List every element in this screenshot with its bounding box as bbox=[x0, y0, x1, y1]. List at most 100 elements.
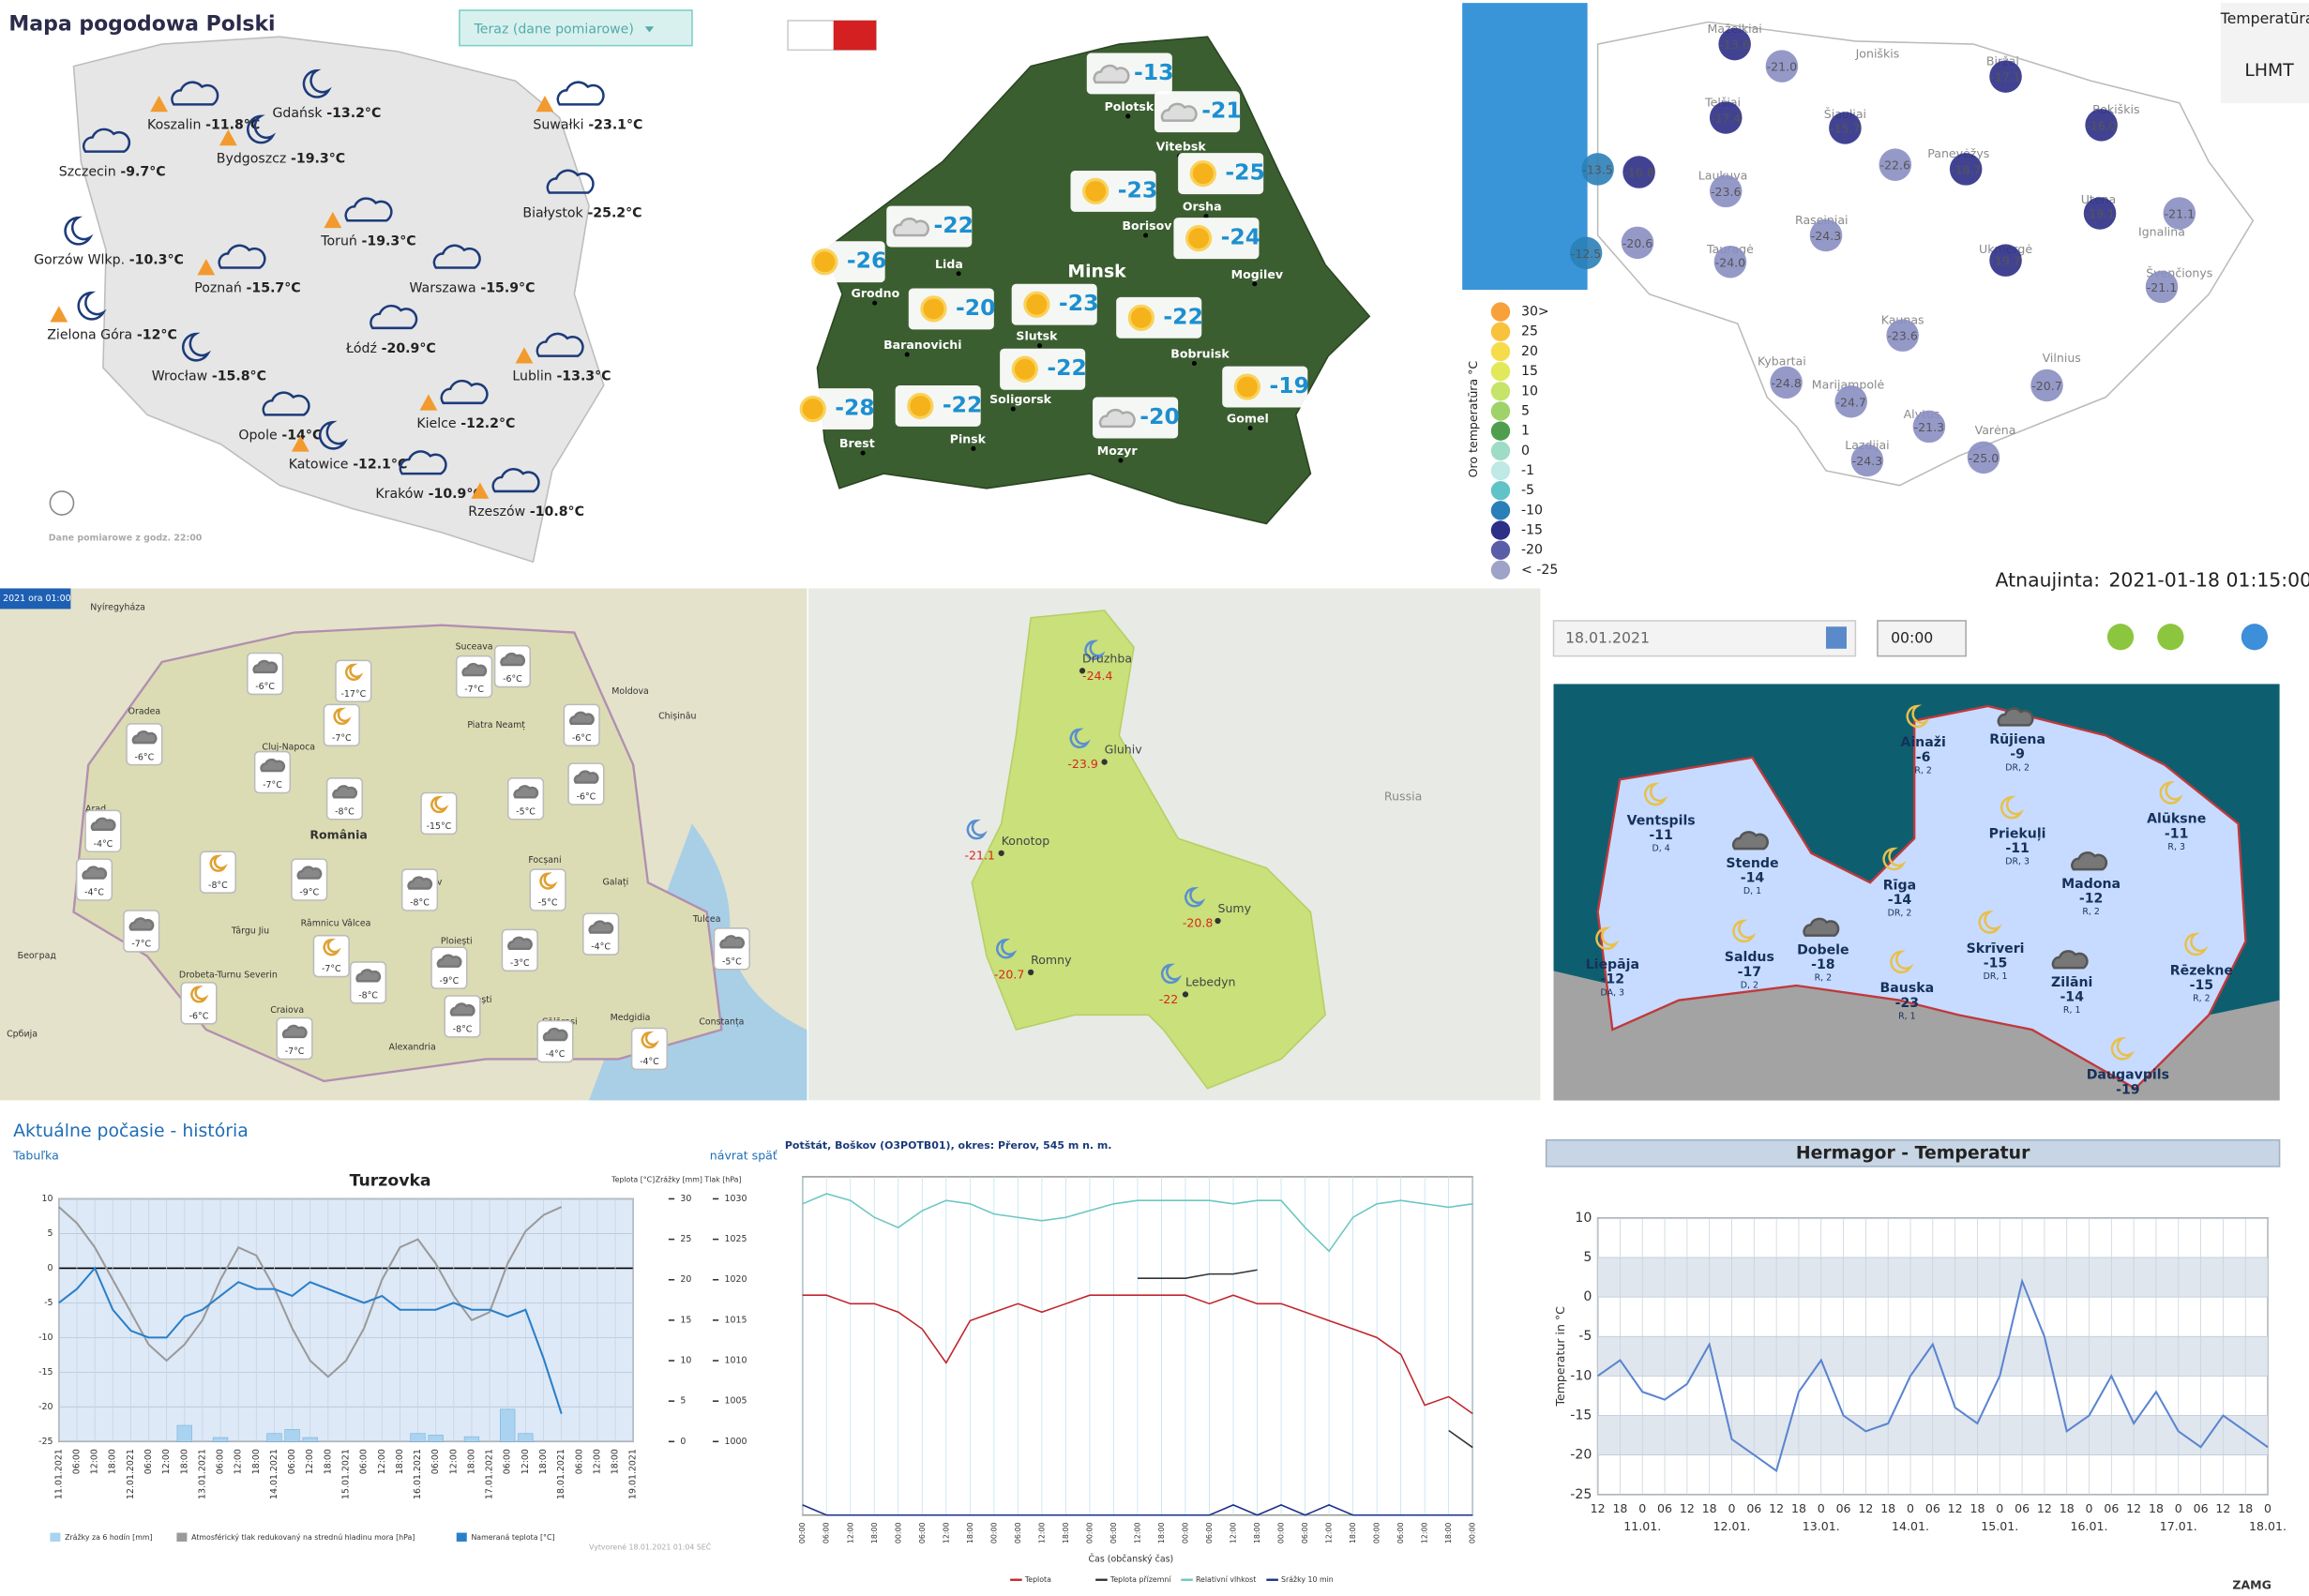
x-tick-label: 06:00 bbox=[822, 1523, 831, 1544]
updated-label: Atnaujinta: bbox=[1996, 569, 2101, 592]
city-dot bbox=[860, 450, 866, 456]
x-tick-label: 00:00 bbox=[894, 1523, 902, 1544]
x-tick-label: 12 bbox=[1858, 1501, 1873, 1515]
x-tick-label: 18 bbox=[1969, 1501, 1985, 1515]
y2-tick-label: 1030 bbox=[725, 1194, 747, 1204]
cloud-icon bbox=[252, 659, 279, 674]
y2-tick-label: 1010 bbox=[725, 1356, 747, 1366]
footer: Vytvorené 18.01.2021 01:04 SEČ bbox=[589, 1542, 712, 1552]
date-label: 12.01. bbox=[1713, 1519, 1751, 1533]
temp-label: -6°C bbox=[503, 674, 522, 685]
calendar-button[interactable] bbox=[1825, 626, 1847, 649]
legend-swatch bbox=[1490, 520, 1511, 540]
city-dot bbox=[904, 352, 910, 357]
legend-label: -10 bbox=[1521, 503, 1543, 518]
legend-label: -15 bbox=[1521, 523, 1543, 538]
station-name: Białystok bbox=[522, 205, 583, 220]
place-name: Alexandria bbox=[389, 1042, 436, 1052]
warning-icon bbox=[536, 95, 554, 113]
time-select[interactable] bbox=[1877, 620, 1967, 657]
station-temp: -13.6 bbox=[1719, 38, 1749, 52]
station-temp: -23 bbox=[1895, 996, 1920, 1011]
title-bar bbox=[1545, 1138, 2281, 1167]
y-tick-label: -15 bbox=[38, 1367, 53, 1378]
place-name: Cluj-Napoca bbox=[262, 742, 315, 752]
x-tick-label: 12:00 bbox=[305, 1449, 315, 1474]
place-name: Marijampolė bbox=[1812, 377, 1885, 391]
place-name: Constanța bbox=[699, 1017, 744, 1028]
temp-label: -5°C bbox=[538, 898, 558, 909]
cloud-icon bbox=[281, 1024, 308, 1039]
station-name: Toruń bbox=[320, 233, 357, 248]
x-tick-label: 18:00 bbox=[323, 1449, 333, 1474]
station-name: Mozyr bbox=[1097, 444, 1139, 458]
station-name: Saldus bbox=[1725, 950, 1774, 965]
x-tick-label: 18 bbox=[2238, 1501, 2253, 1515]
temp-label: -9°C bbox=[299, 888, 319, 898]
next-button[interactable] bbox=[2157, 624, 2184, 651]
station-name: Gluhiv bbox=[1105, 743, 1143, 757]
legend-label: Atmosférický tlak redukovaný na strednú … bbox=[191, 1532, 415, 1542]
cloud-icon bbox=[171, 81, 219, 106]
prev-button[interactable] bbox=[2106, 624, 2135, 651]
station-temp: -19 bbox=[1269, 372, 1309, 399]
play-button[interactable] bbox=[2241, 624, 2269, 651]
station-name: Polotsk bbox=[1105, 99, 1154, 113]
station-temp: -21.0 bbox=[1767, 60, 1797, 74]
station-temp: -15 bbox=[1984, 956, 2008, 971]
station-name: Koszalin bbox=[147, 117, 201, 132]
moon-icon bbox=[1890, 950, 1914, 974]
city-dot bbox=[1191, 360, 1197, 366]
dropdown[interactable] bbox=[459, 9, 693, 47]
station-temp: -13.3°C bbox=[556, 369, 611, 384]
station-name: Suwałki bbox=[533, 117, 583, 132]
station-name: Warszawa bbox=[410, 280, 476, 295]
sun-icon bbox=[1011, 355, 1038, 383]
warning-icon bbox=[150, 95, 168, 113]
station-temp: -25.2°C bbox=[587, 205, 641, 220]
station-name: Bobruisk bbox=[1170, 347, 1230, 361]
legend-label: 1 bbox=[1521, 424, 1530, 439]
date-input[interactable] bbox=[1552, 620, 1857, 657]
x-tick-label: 00:00 bbox=[798, 1523, 807, 1544]
series-line bbox=[1137, 1269, 1258, 1279]
icon-box bbox=[312, 934, 350, 978]
legend-label: Zrážky za 6 hodín [mm] bbox=[65, 1533, 152, 1542]
station-dot bbox=[1569, 236, 1603, 270]
toggle-on[interactable] bbox=[833, 20, 877, 51]
dropdown-label[interactable]: Teraz (dane pomiarowe) bbox=[474, 22, 634, 37]
temp-label: -3°C bbox=[510, 958, 530, 969]
x-tick-label: 17.01.2021 bbox=[485, 1449, 495, 1499]
temp-label: -6°C bbox=[572, 733, 592, 744]
cloud-icon bbox=[1160, 102, 1198, 122]
x-tick-label: 06 bbox=[1657, 1501, 1672, 1515]
station-temp: -23.1°C bbox=[588, 117, 642, 132]
place-name: Joniškis bbox=[1855, 47, 1900, 61]
moon-icon bbox=[345, 663, 364, 681]
station-dot bbox=[2163, 197, 2196, 230]
legend-swatch bbox=[1490, 322, 1511, 341]
moon-icon bbox=[190, 986, 209, 1003]
x-tick-label: 0 bbox=[1638, 1501, 1646, 1515]
station-wind: R, 2 bbox=[1815, 973, 1833, 984]
city-dot bbox=[956, 271, 961, 277]
x-tick-label: 12:00 bbox=[377, 1449, 387, 1474]
cloud-icon bbox=[82, 866, 108, 880]
bar bbox=[266, 1433, 282, 1442]
place-name: Piatra Neamț bbox=[467, 720, 525, 730]
y-tick-label: -15 bbox=[1570, 1408, 1592, 1423]
icon-box bbox=[420, 791, 458, 836]
x-tick-label: 12:00 bbox=[592, 1449, 602, 1474]
station-dot bbox=[1886, 319, 1919, 352]
page-title: Aktuálne počasie - história bbox=[13, 1122, 249, 1141]
station-name: Poznań bbox=[194, 280, 242, 295]
station-temp: -15.9°C bbox=[480, 280, 535, 295]
cloud-icon bbox=[546, 169, 595, 194]
cloud-icon bbox=[507, 936, 533, 951]
temp-label: -6°C bbox=[255, 682, 275, 692]
station-temp: -14°C bbox=[281, 428, 322, 443]
dropdown-arrow[interactable] bbox=[644, 26, 655, 33]
place-name: Drobeta-Turnu Severin bbox=[179, 971, 278, 981]
x-tick-label: 12:00 bbox=[234, 1449, 244, 1474]
y-tick-label: 10 bbox=[42, 1194, 53, 1204]
